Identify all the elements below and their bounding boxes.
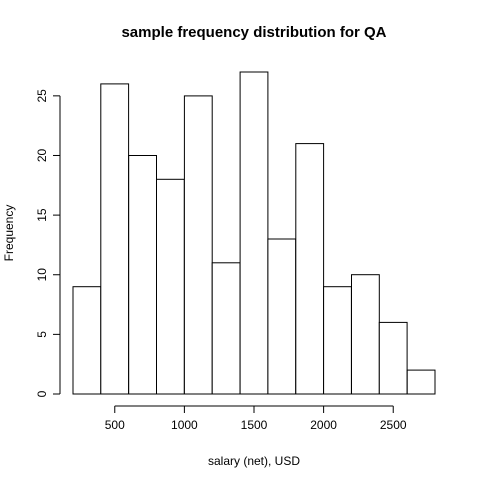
- histogram-bar: [100, 83, 130, 395]
- histogram-bar: [72, 286, 102, 395]
- histogram-bar: [323, 286, 352, 395]
- histogram-bar: [128, 155, 157, 395]
- x-axis: 500 1000 1500 2000 2500: [105, 405, 407, 432]
- histogram-bar: [183, 95, 213, 395]
- histogram-bar: [239, 71, 269, 395]
- histogram-bar: [378, 321, 408, 395]
- histogram-bar: [156, 178, 185, 395]
- bars-group: [72, 71, 436, 395]
- y-tick-label: 15: [35, 208, 49, 222]
- y-tick-label: 20: [35, 148, 49, 162]
- x-axis-label: salary (net), USD: [208, 454, 300, 468]
- y-axis: 0 5 10 15 20 25: [35, 89, 61, 397]
- y-tick-label: 0: [35, 390, 49, 397]
- y-axis-label: Frequency: [2, 205, 16, 262]
- x-tick-label: 2500: [380, 418, 407, 432]
- histogram-bar: [267, 238, 297, 395]
- y-tick-label: 25: [35, 89, 49, 103]
- x-tick-label: 1500: [241, 418, 268, 432]
- histogram-bar: [406, 369, 436, 395]
- x-tick-label: 500: [105, 418, 125, 432]
- y-tick-label: 10: [35, 268, 49, 282]
- histogram-bar: [295, 143, 325, 395]
- x-tick-label: 2000: [310, 418, 337, 432]
- histogram-bar: [351, 274, 380, 395]
- chart-title: sample frequency distribution for QA: [121, 24, 386, 41]
- histogram-bar: [211, 262, 241, 395]
- y-tick-label: 5: [35, 331, 49, 338]
- x-tick-label: 1000: [171, 418, 198, 432]
